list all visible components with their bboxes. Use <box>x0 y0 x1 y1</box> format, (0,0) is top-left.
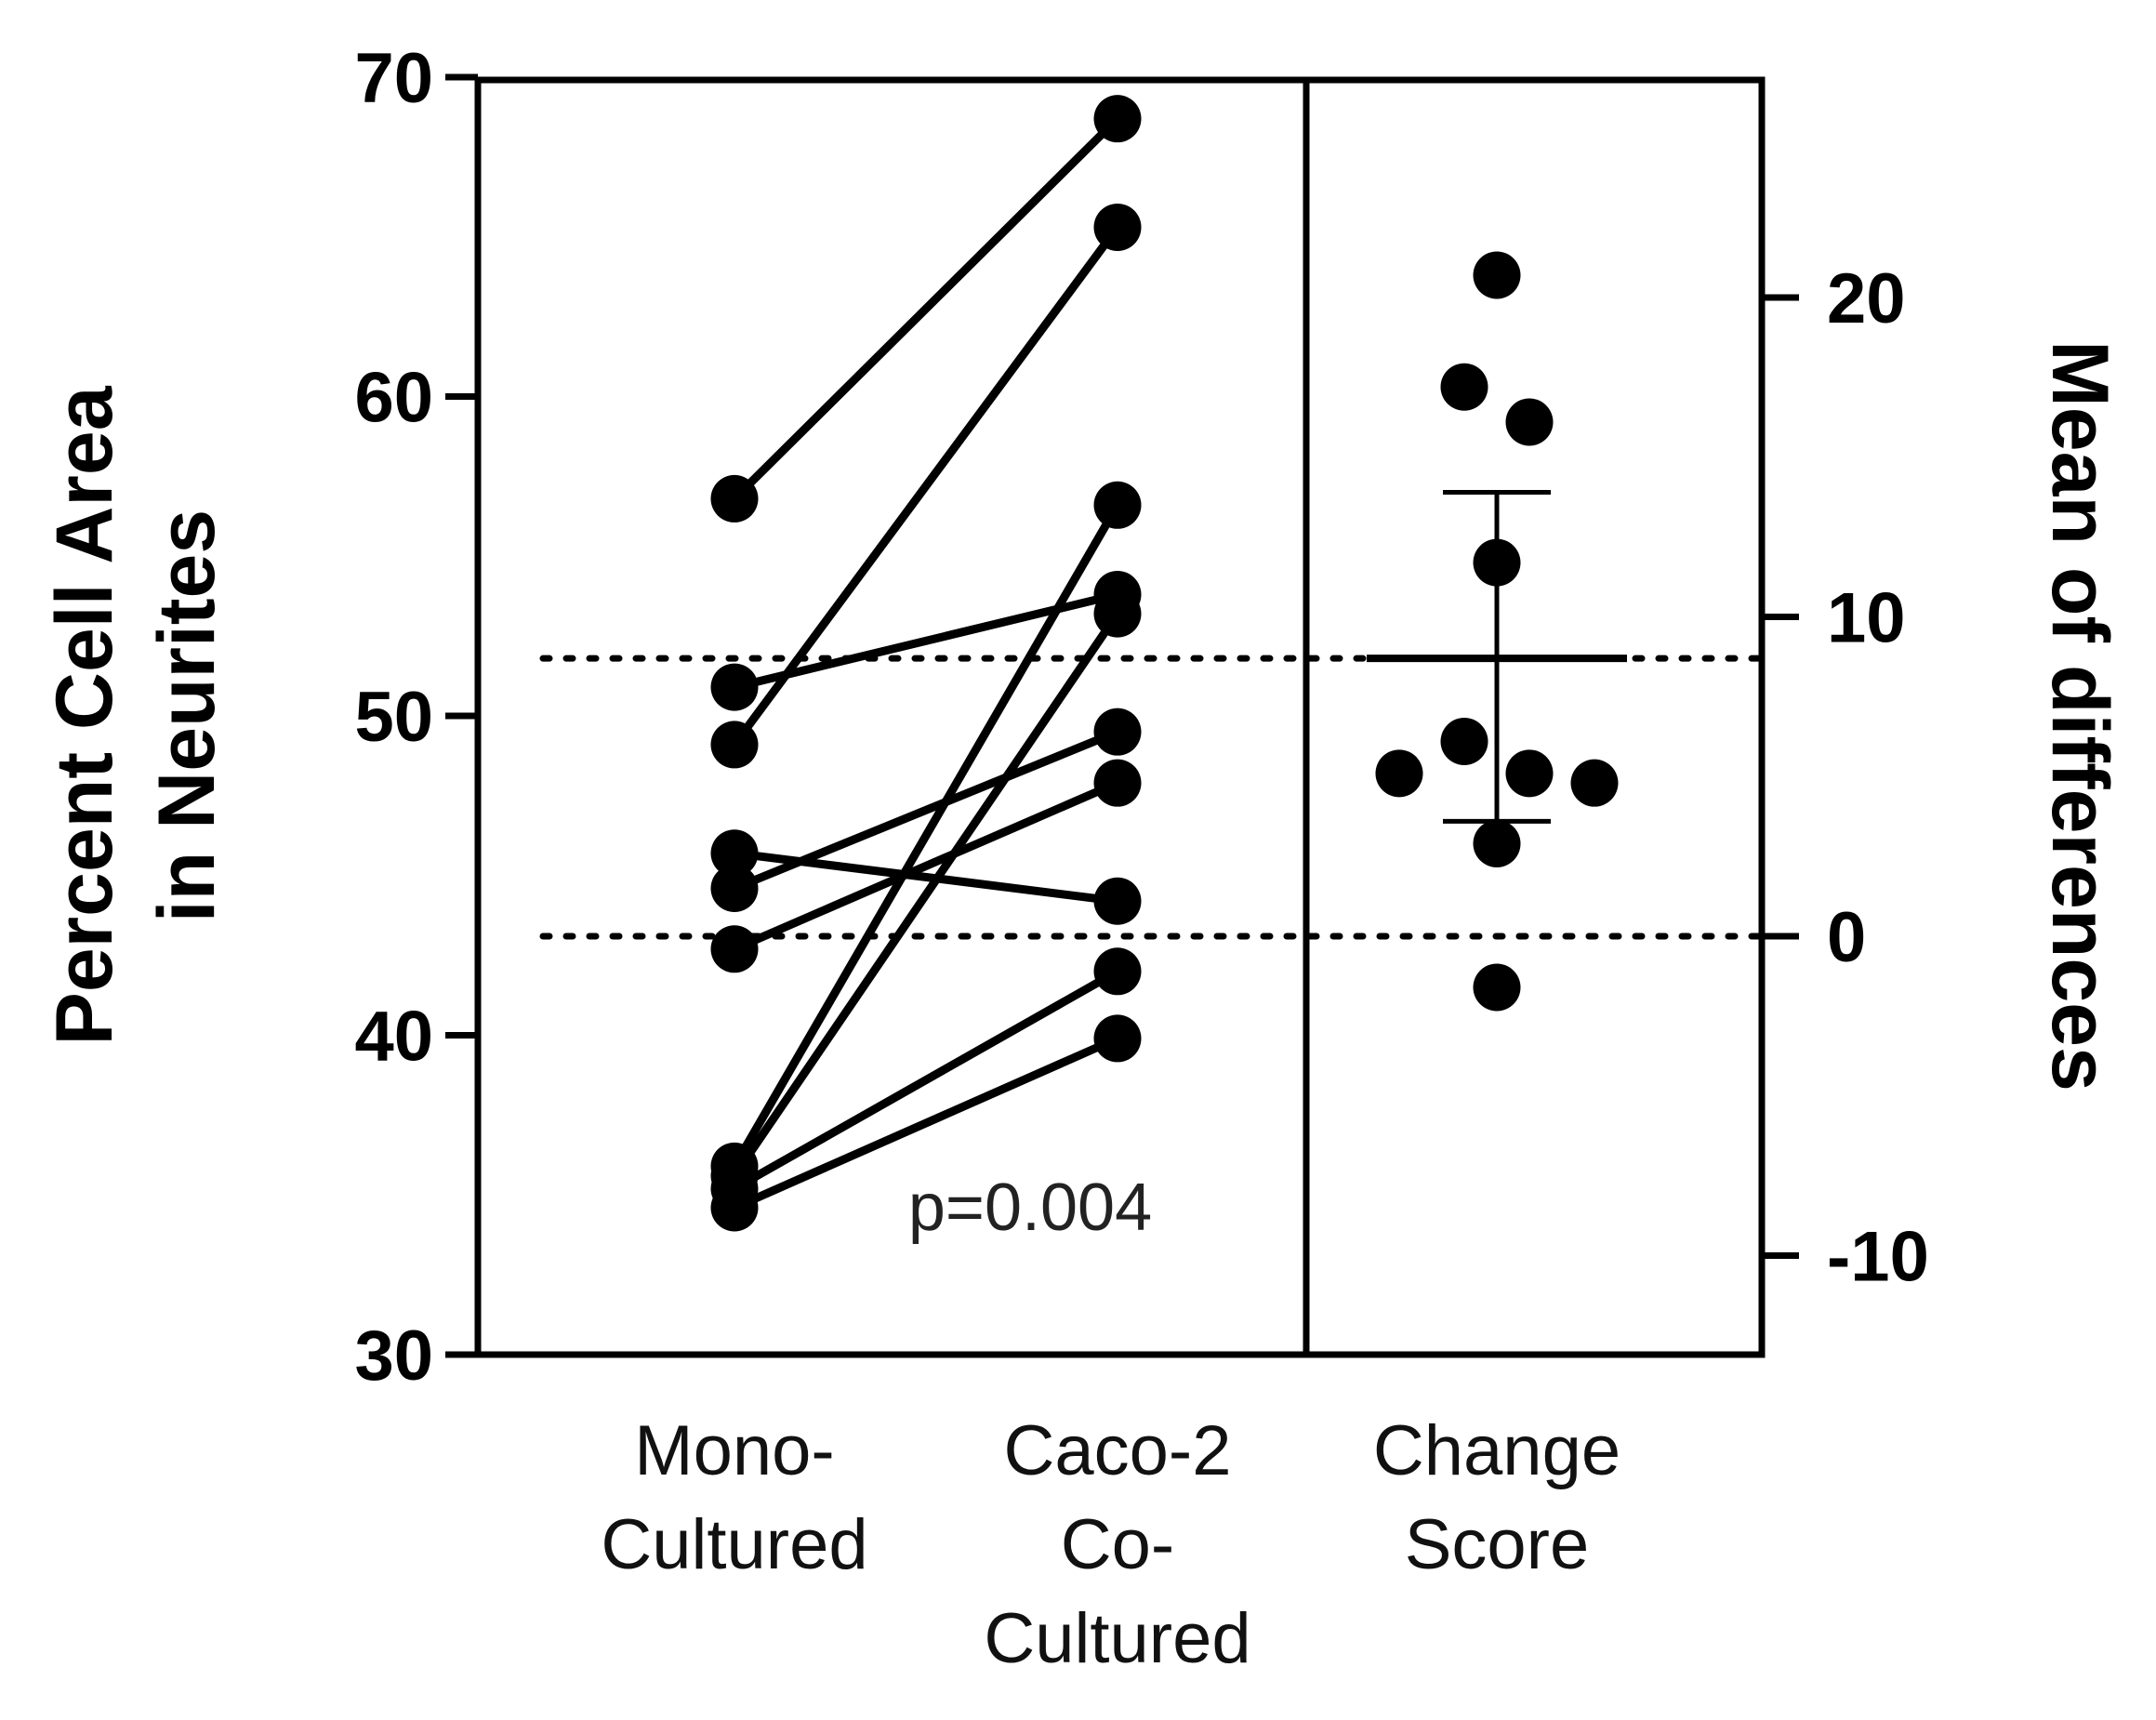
mono-cultured-point <box>710 663 759 711</box>
change-score-point <box>1440 717 1488 765</box>
pair-line <box>730 222 1122 749</box>
change-score-point <box>1505 749 1554 798</box>
caco2-cocultured-point <box>1093 481 1142 529</box>
category-label-caco: Co- <box>1061 1505 1174 1584</box>
pair-line <box>730 114 1122 503</box>
category-label-caco: Cultured <box>984 1599 1250 1678</box>
mono-cultured-point <box>710 864 759 912</box>
left-axis-tick-label: 40 <box>354 998 433 1077</box>
category-label-mono: Mono- <box>634 1411 834 1490</box>
caco2-cocultured-point <box>1093 759 1142 807</box>
caco2-cocultured-point <box>1093 203 1142 251</box>
left-axis-tick-label: 70 <box>354 39 433 118</box>
caco2-cocultured-point <box>1093 947 1142 996</box>
change-score-point <box>1570 759 1619 807</box>
category-label-caco: Caco-2 <box>1004 1411 1232 1490</box>
mono-cultured-point <box>710 925 759 973</box>
caco2-cocultured-point <box>1093 877 1142 925</box>
right-axis-tick-label: 0 <box>1827 898 1866 977</box>
category-label-mono: Cultured <box>601 1505 867 1584</box>
pair-line <box>730 1034 1122 1212</box>
right-axis-tick-label: 20 <box>1827 259 1906 338</box>
caco2-cocultured-point <box>1093 708 1142 756</box>
left-axis-title: Percent Cell Area <box>40 385 129 1045</box>
mono-cultured-point <box>710 474 759 523</box>
pair-line <box>730 778 1122 954</box>
left-axis-tick-label: 50 <box>354 678 433 757</box>
caco2-cocultured-point <box>1093 95 1142 143</box>
pair-line <box>730 500 1122 1171</box>
pair-line <box>730 727 1122 893</box>
change-score-point <box>1473 538 1521 587</box>
mono-cultured-point <box>710 1184 759 1232</box>
pair-line <box>730 609 1122 1181</box>
right-axis-tick-label: 10 <box>1827 579 1906 658</box>
category-label-change: Score <box>1405 1505 1590 1584</box>
category-label-change: Change <box>1373 1411 1620 1490</box>
caco2-cocultured-point <box>1093 589 1142 638</box>
left-axis-tick-label: 30 <box>354 1316 433 1396</box>
caco2-cocultured-point <box>1093 1014 1142 1063</box>
change-score-point <box>1473 963 1521 1012</box>
p-value-annotation: p=0.004 <box>908 1171 1152 1245</box>
left-axis-title: in Neurites <box>142 509 231 922</box>
pair-line <box>730 967 1122 1193</box>
change-score-point <box>1375 749 1423 798</box>
left-axis-tick-label: 60 <box>354 359 433 438</box>
right-axis-tick-label: -10 <box>1827 1218 1929 1297</box>
change-score-point <box>1473 251 1521 299</box>
mono-cultured-point <box>710 721 759 769</box>
change-score-point <box>1473 819 1521 867</box>
change-score-point <box>1505 398 1554 446</box>
mono-cultured-point <box>710 829 759 878</box>
right-axis-title: Mean of differences <box>2035 340 2124 1092</box>
change-score-point <box>1440 363 1488 411</box>
